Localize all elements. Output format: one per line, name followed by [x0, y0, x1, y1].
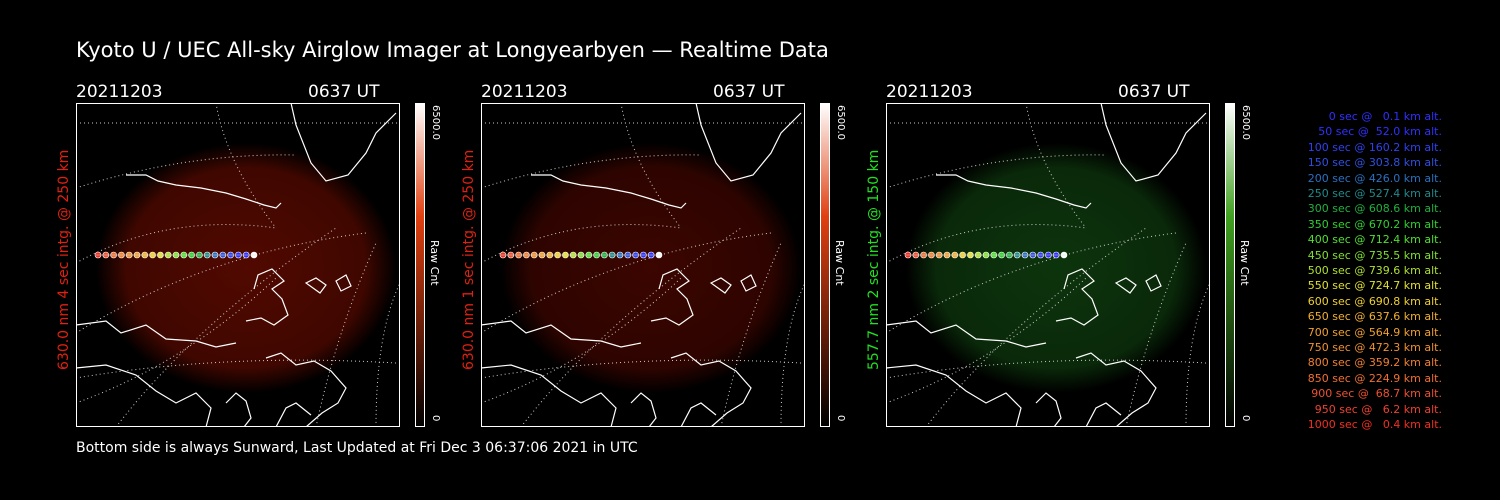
coastline — [1075, 352, 1157, 427]
map-frame — [76, 103, 400, 427]
coastline — [936, 174, 1092, 209]
legend-entry: 0 sec @ 0.1 km alt. — [1328, 110, 1442, 123]
grid-line — [720, 242, 782, 427]
coastline — [740, 274, 757, 292]
grid-line — [215, 103, 277, 229]
grid-line — [76, 232, 367, 334]
legend-entry: 250 sec @ 527.4 km alt. — [1307, 187, 1442, 200]
airglow-image — [96, 143, 396, 393]
map-frame — [886, 103, 1210, 427]
legend-entry: 500 sec @ 739.6 km alt. — [1307, 264, 1442, 277]
coastline — [1035, 392, 1062, 427]
grid-line — [780, 282, 805, 427]
colorbar-unit-label: Raw Cnt — [1238, 240, 1251, 286]
colorbar — [820, 103, 830, 427]
coastline — [1055, 268, 1099, 326]
colorbar-max-label: 6500.0 — [1240, 105, 1251, 140]
panel-date: 20211203 — [76, 82, 163, 102]
coastline — [481, 320, 642, 348]
legend-entry: 550 sec @ 724.7 km alt. — [1307, 279, 1442, 293]
coastline — [290, 103, 397, 182]
coastline — [1114, 277, 1137, 294]
legend-entry: 150 sec @ 303.8 km alt. — [1307, 156, 1442, 170]
coastline — [76, 320, 237, 348]
coastline — [1100, 103, 1207, 182]
map-frame — [481, 103, 805, 427]
grid-line — [620, 103, 682, 229]
grid-line — [1185, 282, 1210, 427]
coastline — [886, 364, 1022, 427]
legend-entry: 1000 sec @ 0.4 km alt. — [1307, 418, 1442, 431]
legend-entry: 300 sec @ 608.6 km alt. — [1307, 202, 1442, 216]
colorbar-max-label: 6500.0 — [430, 105, 441, 140]
coastline — [245, 268, 289, 326]
colorbar-min-label: 0 — [430, 415, 441, 422]
panel-time: 0637 UT — [1118, 82, 1190, 102]
legend-entry: 950 sec @ 6.2 km alt. — [1314, 402, 1442, 416]
panel-date: 20211203 — [886, 82, 973, 102]
colorbar — [1225, 103, 1235, 427]
coastline — [335, 274, 352, 292]
airglow-image — [501, 143, 801, 393]
legend-entry: 750 sec @ 472.3 km alt. — [1307, 341, 1442, 354]
coastline — [630, 392, 657, 427]
coastline — [481, 364, 617, 427]
coastline — [886, 320, 1047, 348]
grid-line — [1025, 103, 1087, 229]
grid-line — [886, 154, 1107, 189]
legend-entry: 900 sec @ 68.7 km alt. — [1311, 387, 1442, 401]
legend-entry: 450 sec @ 735.5 km alt. — [1307, 248, 1442, 262]
colorbar-unit-label: Raw Cnt — [428, 240, 441, 286]
colorbar-min-label: 0 — [835, 415, 846, 422]
coastline — [265, 352, 347, 427]
coastline — [680, 402, 717, 427]
grid-line — [76, 154, 297, 189]
wavelength-label: 557.7 nm 2 sec intg. @ 150 km — [866, 149, 882, 370]
allsky-map — [76, 103, 400, 427]
grid-line — [1125, 242, 1187, 427]
coastline — [304, 277, 327, 294]
legend-entry: 100 sec @ 160.2 km alt. — [1307, 140, 1442, 154]
coastline — [695, 103, 802, 182]
legend-entry: 700 sec @ 564.9 km alt. — [1307, 325, 1442, 339]
coastline — [670, 352, 752, 427]
legend-entry: 350 sec @ 670.2 km alt. — [1307, 217, 1442, 231]
coastline — [650, 268, 694, 326]
colorbar-min-label: 0 — [1240, 415, 1251, 422]
coastline — [225, 392, 252, 427]
colorbar-unit-label: Raw Cnt — [833, 240, 846, 286]
allsky-map — [886, 103, 1210, 427]
legend-entry: 50 sec @ 52.0 km alt. — [1318, 125, 1442, 139]
wavelength-label: 630.0 nm 4 sec intg. @ 250 km — [56, 149, 72, 370]
legend-entry: 200 sec @ 426.0 km alt. — [1307, 171, 1442, 185]
coastline — [1145, 274, 1162, 292]
grid-line — [481, 232, 772, 334]
page-title: Kyoto U / UEC All-sky Airglow Imager at … — [76, 38, 829, 62]
grid-line — [315, 242, 377, 427]
coastline — [531, 174, 687, 209]
legend-entry: 600 sec @ 690.8 km alt. — [1307, 294, 1442, 308]
coastline — [275, 402, 312, 427]
coastline — [76, 364, 212, 427]
legend-entry: 800 sec @ 359.2 km alt. — [1307, 356, 1442, 370]
colorbar-max-label: 6500.0 — [835, 105, 846, 140]
panel-date: 20211203 — [481, 82, 568, 102]
grid-line — [375, 282, 400, 427]
coastline — [126, 174, 282, 209]
legend-entry: 650 sec @ 637.6 km alt. — [1307, 310, 1442, 324]
colorbar — [415, 103, 425, 427]
grid-line — [481, 154, 702, 189]
airglow-image — [906, 143, 1206, 393]
grid-line — [886, 232, 1177, 334]
footer-status: Bottom side is always Sunward, Last Upda… — [76, 440, 638, 456]
panel-time: 0637 UT — [713, 82, 785, 102]
allsky-map — [481, 103, 805, 427]
legend-entry: 850 sec @ 224.9 km alt. — [1307, 371, 1442, 385]
wavelength-label: 630.0 nm 1 sec intg. @ 250 km — [461, 149, 477, 370]
legend-entry: 400 sec @ 712.4 km alt. — [1307, 233, 1442, 247]
panel-time: 0637 UT — [308, 82, 380, 102]
coastline — [1085, 402, 1122, 427]
coastline — [709, 277, 732, 294]
